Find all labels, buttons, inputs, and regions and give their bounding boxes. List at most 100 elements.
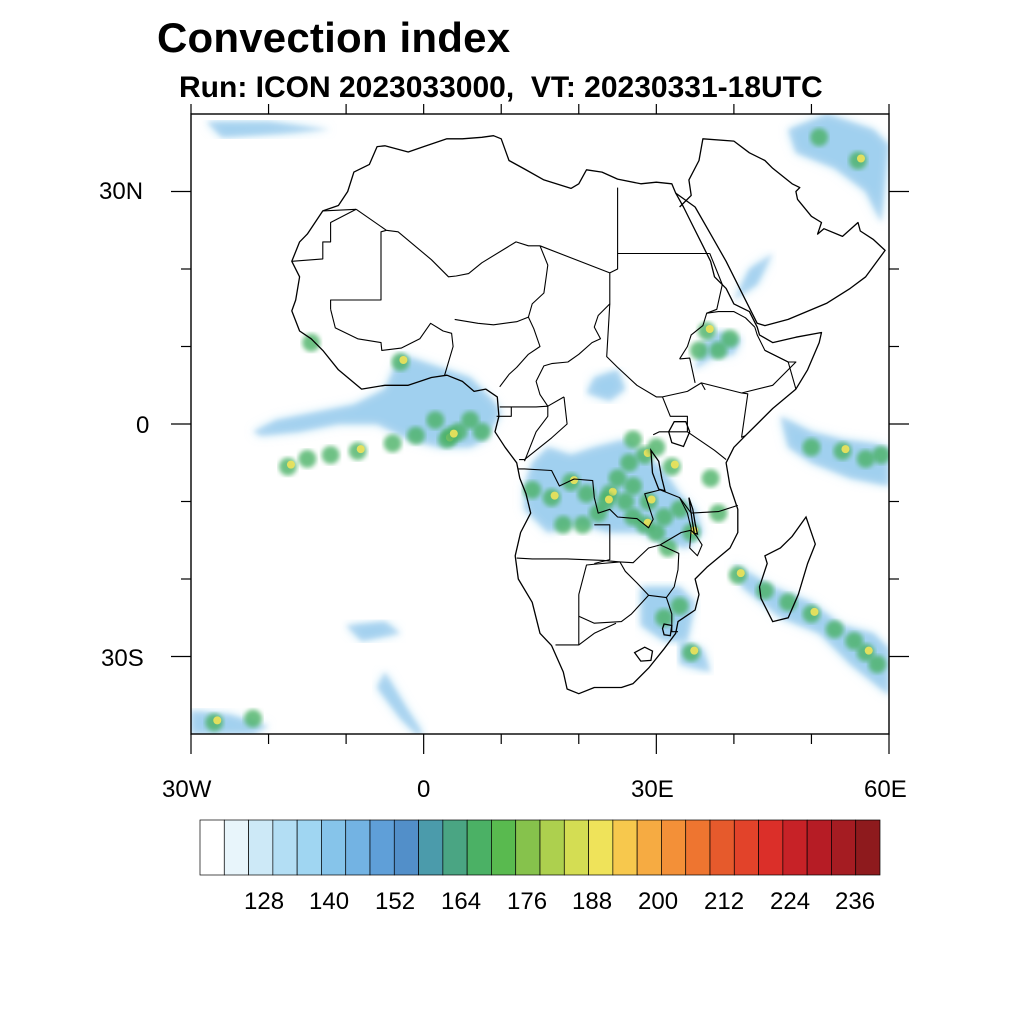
country-border-24 [518,468,661,529]
lake-outline-0 [668,421,691,448]
colorbar-box-24 [782,819,808,876]
colorbar-box-10 [442,819,468,876]
chart-subtitle: Run: ICON 2023033000, VT: 20230331-18UTC [179,71,823,104]
convection-field [191,114,889,734]
country-border-0 [355,208,540,278]
storm-peak-39 [736,569,745,578]
storm-cell-49 [856,449,875,468]
lake-outline-3 [633,646,654,662]
storm-peak-45 [864,646,873,655]
colorbar-box-26 [831,819,857,876]
colorbar-label-5: 188 [572,888,613,915]
country-border-25 [594,524,611,565]
colorbar-box-12 [491,819,517,876]
colorbar-label-3: 164 [441,888,482,915]
precip-core-8 [206,121,331,138]
storm-cell-37 [701,469,720,488]
lon-label-30w: 30W [162,776,212,803]
country-border-6 [527,245,549,318]
colorbar-box-4 [296,819,322,876]
storm-peak-51 [399,356,408,364]
colorbar-box-1 [223,819,249,876]
storm-cell-19 [647,523,666,542]
storm-peak-3 [356,445,365,454]
storm-cell-46 [868,655,887,674]
storm-peak-21 [647,495,656,504]
storm-peak-33 [670,460,679,469]
storm-cell-58 [689,341,708,360]
country-border-19 [652,431,688,436]
storm-peak-42 [810,607,819,616]
storm-cell-43 [825,620,844,639]
storm-cell-38 [709,504,728,523]
lat-label-eq: 0 [136,412,150,439]
colorbar-box-9 [418,819,444,876]
colorbar-box-3 [272,819,298,876]
storm-cell-55 [709,341,728,360]
storm-peak-27 [550,491,559,500]
storm-cell-62 [655,608,674,627]
storm-cell-25 [573,515,592,534]
colorbar-label-8: 224 [770,888,811,915]
colorbar-box-6 [345,819,371,876]
colorbar-box-21 [709,819,735,876]
colorbar-box-19 [661,819,687,876]
country-border-23 [496,406,512,417]
colorbar-label-6: 200 [638,888,679,915]
storm-cell-13 [577,484,596,503]
colorbar-box-23 [758,819,784,876]
storm-cell-53 [244,709,263,728]
country-border-14 [706,311,756,328]
colorbar-box-7 [369,819,395,876]
storm-peak-63 [690,646,699,655]
storm-cell-31 [620,453,639,472]
colorbar-box-0 [199,819,225,876]
arabia-coastline [675,138,886,327]
colorbar-box-18 [636,819,662,876]
storm-cell-47 [802,438,821,457]
country-border-18 [661,396,727,461]
country-border-1 [322,208,357,212]
lake-outline-2 [688,497,699,535]
colorbar-box-27 [855,819,881,876]
storm-peak-12 [570,476,579,485]
storm-cell-7 [426,411,445,430]
colorbar-label-0: 128 [244,888,285,915]
colorbar-label-7: 212 [704,888,745,915]
country-border-32 [578,622,617,646]
lon-label-30e: 30E [631,776,674,803]
storm-cell-20 [655,508,674,526]
country-border-8 [609,253,619,274]
storm-peak-9 [449,429,458,438]
colorbar-box-20 [685,819,711,876]
colorbar-box-11 [466,819,492,876]
country-border-12 [679,253,723,360]
lon-label-0: 0 [417,776,431,803]
storm-cell-34 [670,500,689,519]
colorbar-label-1: 140 [309,888,350,915]
country-border-26 [516,557,620,563]
storm-peak-54 [213,716,222,725]
storm-peak-48 [841,445,850,454]
colorbar-label-9: 236 [835,888,876,915]
country-border-21 [519,396,568,461]
storm-cell-26 [554,515,573,534]
colorbar-box-5 [321,819,347,876]
storm-cell-23 [608,469,627,488]
country-border-2 [291,208,357,262]
storm-cell-52 [302,333,321,352]
storm-peak-15 [608,487,617,496]
storm-cell-4 [383,434,402,453]
country-border-13 [679,357,696,384]
storm-cell-29 [624,430,643,449]
africa-coastline [291,135,823,695]
storm-cell-1 [298,449,317,468]
colorbar-box-17 [612,819,638,876]
madagascar-coastline [758,515,816,623]
storm-cell-22 [624,477,643,495]
colorbar-box-13 [515,819,541,876]
country-border-34 [659,497,703,557]
country-border-27 [578,561,620,595]
country-border-33 [665,597,678,633]
chart-title: Convection index [157,14,511,61]
